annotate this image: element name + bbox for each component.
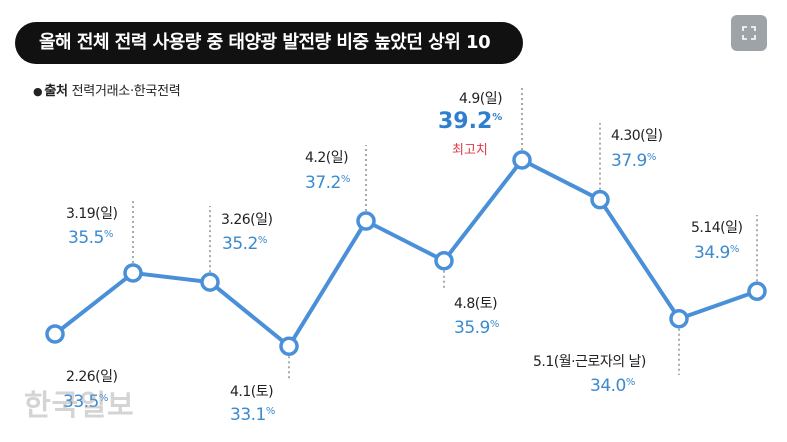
series-line <box>53 158 758 349</box>
source-line: ● 출처 전력거래소·한국전력 <box>33 80 181 99</box>
data-point <box>123 263 143 283</box>
data-point <box>356 211 376 231</box>
value-label: 33.5% <box>63 392 108 412</box>
data-point <box>45 324 65 344</box>
date-label: 2.26(일) <box>66 369 118 385</box>
value-label: 34.0% <box>590 376 635 396</box>
watermark: 한국일보 <box>24 388 135 422</box>
data-point <box>434 250 454 271</box>
value-label: 35.2% <box>222 234 267 254</box>
data-point <box>200 272 220 292</box>
source-label: 출처 <box>44 84 68 99</box>
date-label: 5.14(일) <box>691 220 743 236</box>
date-label: 4.9(일) <box>459 91 502 107</box>
data-point <box>669 308 689 329</box>
value-label: 37.2% <box>305 173 350 193</box>
data-point <box>279 336 299 356</box>
source-text: 전력거래소·한국전력 <box>71 84 181 99</box>
date-label: 4.2(일) <box>305 150 348 166</box>
value-label: 35.9% <box>454 318 499 338</box>
date-label: 4.30(일) <box>611 128 663 144</box>
value-label: 37.9% <box>611 151 656 171</box>
value-label: 39.2% <box>438 109 502 134</box>
value-label: 35.5% <box>68 228 113 248</box>
value-label: 34.9% <box>694 243 739 263</box>
annotation-label: 최고치 <box>452 143 488 158</box>
date-label: 5.1(월·근로자의 날) <box>533 354 646 370</box>
value-label: 33.1% <box>230 405 275 425</box>
expand-icon <box>742 26 756 40</box>
date-label: 4.1(토) <box>230 384 273 400</box>
date-label: 4.8(토) <box>454 296 497 312</box>
expand-button[interactable] <box>731 15 767 51</box>
data-point <box>590 189 610 210</box>
bullet-icon: ● <box>33 85 43 98</box>
date-label: 3.19(일) <box>66 206 118 222</box>
chart-title: 올해 전체 전력 사용량 중 태양광 발전량 비중 높았던 상위 10 <box>15 22 523 64</box>
data-point <box>512 150 532 170</box>
date-label: 3.26(일) <box>221 212 273 228</box>
data-point <box>747 281 767 302</box>
